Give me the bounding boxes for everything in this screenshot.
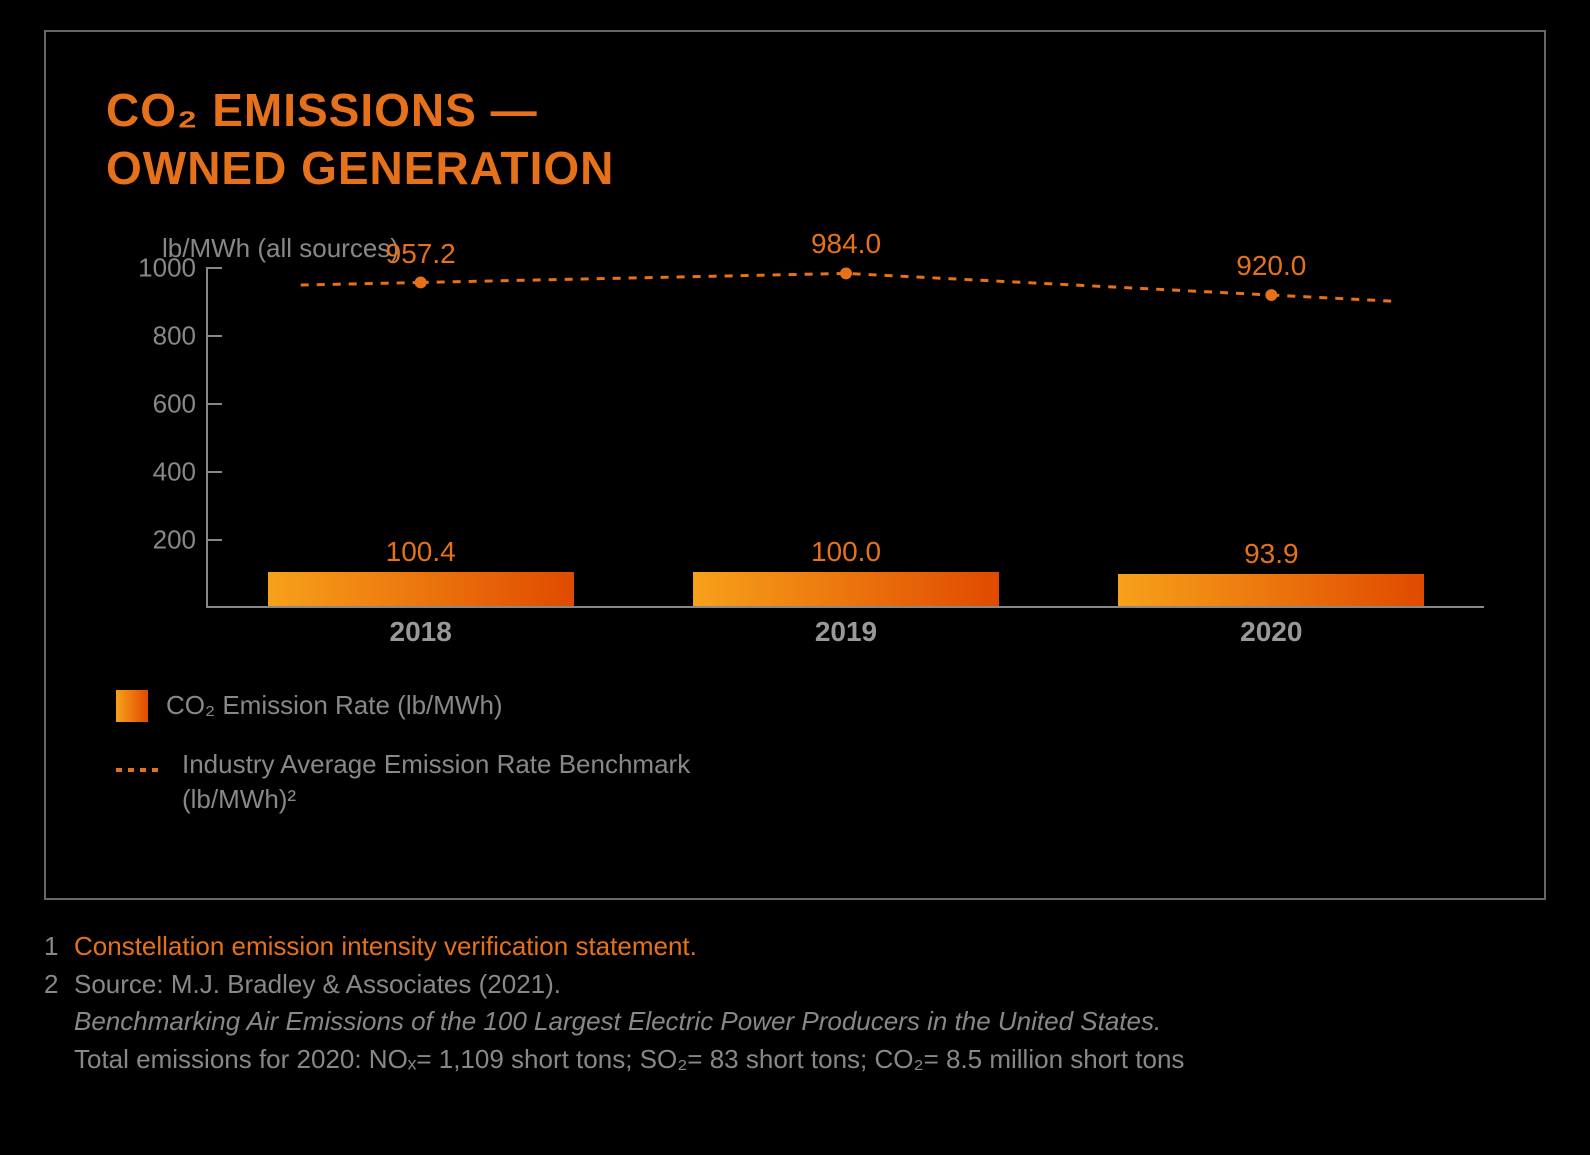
category-label: 2020 — [1240, 616, 1302, 648]
footnote-2-body: Source: M.J. Bradley & Associates (2021)… — [74, 966, 1184, 1079]
y-axis: 2004006008001000 — [106, 268, 206, 608]
chart-title-line2: OWNED GENERATION — [106, 142, 614, 194]
legend-line-label: Industry Average Emission Rate Benchmark… — [182, 747, 690, 817]
chart-frame: CO₂ EMISSIONS — OWNED GENERATION lb/MWh … — [44, 30, 1546, 900]
legend-line-label-l1: Industry Average Emission Rate Benchmark — [182, 749, 690, 779]
legend: CO₂ Emission Rate (lb/MWh) Industry Aver… — [116, 688, 1484, 817]
line-marker — [1265, 289, 1277, 301]
footnotes: 1 Constellation emission intensity verif… — [44, 900, 1546, 1079]
chart-title: CO₂ EMISSIONS — OWNED GENERATION — [106, 82, 1484, 197]
legend-swatch-bar — [116, 690, 148, 722]
line-marker — [840, 267, 852, 279]
line-overlay — [208, 268, 1484, 606]
y-tick-label: 400 — [106, 457, 196, 488]
footnote-2-source: Source: M.J. Bradley & Associates (2021)… — [74, 969, 561, 999]
legend-line-label-l2: (lb/MWh)² — [182, 784, 296, 814]
y-tick-label: 1000 — [106, 253, 196, 284]
line-extension — [301, 282, 421, 285]
footnote-2-num: 2 — [44, 966, 74, 1079]
y-tick-label: 800 — [106, 321, 196, 352]
line-extension — [1271, 295, 1391, 301]
y-tick-label: 200 — [106, 525, 196, 556]
footnote-1-num: 1 — [44, 928, 74, 966]
category-label: 2018 — [390, 616, 452, 648]
legend-bar-label: CO₂ Emission Rate (lb/MWh) — [166, 688, 503, 723]
footnote-1: 1 Constellation emission intensity verif… — [44, 928, 1546, 966]
footnote-2: 2 Source: M.J. Bradley & Associates (202… — [44, 966, 1546, 1079]
line-marker — [415, 277, 427, 289]
plot: 100.42018100.0201993.92020 957.2984.0920… — [206, 268, 1484, 608]
footnote-2-totals: Total emissions for 2020: NOₓ= 1,109 sho… — [74, 1044, 1184, 1074]
footnote-2-italic: Benchmarking Air Emissions of the 100 La… — [74, 1006, 1161, 1036]
footnote-1-link[interactable]: Constellation emission intensity verific… — [74, 928, 697, 966]
legend-swatch-line — [116, 761, 164, 779]
y-tick-label: 600 — [106, 389, 196, 420]
category-label: 2019 — [815, 616, 877, 648]
legend-item-bar: CO₂ Emission Rate (lb/MWh) — [116, 688, 1484, 723]
chart-title-line1: CO₂ EMISSIONS — — [106, 84, 538, 136]
page: CO₂ EMISSIONS — OWNED GENERATION lb/MWh … — [0, 0, 1590, 1155]
line-value-label: 984.0 — [811, 229, 881, 261]
line-value-label: 957.2 — [386, 238, 456, 270]
line-value-label: 920.0 — [1236, 250, 1306, 282]
legend-item-line: Industry Average Emission Rate Benchmark… — [116, 747, 1484, 817]
plot-area: 2004006008001000 100.42018100.0201993.92… — [106, 268, 1484, 608]
